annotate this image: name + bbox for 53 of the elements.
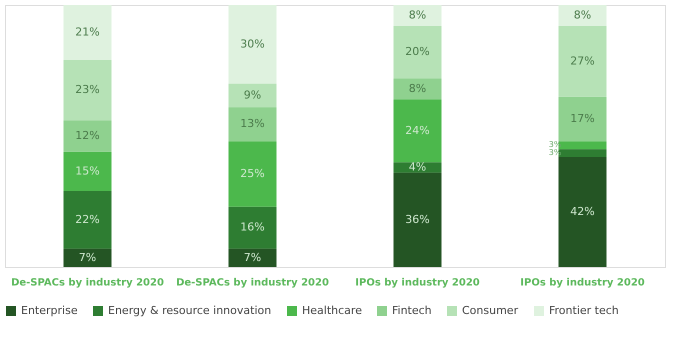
bar <box>228 141 276 207</box>
data-label: 8% <box>408 82 426 95</box>
data-label: 24% <box>405 124 430 137</box>
bar <box>394 26 442 78</box>
data-label: 21% <box>75 26 100 39</box>
legend-label: Fintech <box>392 304 432 317</box>
bar <box>64 120 112 152</box>
bar <box>64 5 112 60</box>
x-tick-label: IPOs by industry 2020 <box>520 278 645 288</box>
legend-label: Consumer <box>462 304 519 317</box>
x-tick-label: De-SPACs by industry 2020 <box>176 278 329 288</box>
data-label: 7% <box>78 250 96 264</box>
bar <box>558 5 606 26</box>
data-label: 15% <box>75 164 100 178</box>
bar <box>558 26 606 97</box>
data-label: 8% <box>408 8 426 22</box>
bar <box>394 172 442 267</box>
data-label: 13% <box>240 117 265 130</box>
data-label: 8% <box>574 8 592 22</box>
data-label: 16% <box>240 220 265 234</box>
bar <box>64 248 112 267</box>
bar <box>228 107 276 142</box>
data-label: 22% <box>75 212 100 226</box>
legend-label: Energy & resource innovation <box>108 304 272 317</box>
data-label: 9% <box>244 88 262 102</box>
legend-label: Healthcare <box>302 304 362 317</box>
bar <box>394 5 442 26</box>
bar <box>394 99 442 162</box>
legend-label: Frontier tech <box>549 304 619 317</box>
bar <box>228 248 276 267</box>
x-tick-label: De-SPACs by industry 2020 <box>11 278 164 288</box>
data-label: 20% <box>405 45 430 58</box>
data-label: 7% <box>244 250 262 264</box>
bar <box>558 96 606 142</box>
x-tick-label: IPOs by industry 2020 <box>355 278 480 288</box>
data-label: 12% <box>75 129 100 142</box>
data-label: 25% <box>240 166 265 180</box>
bar <box>394 78 442 100</box>
data-label: 23% <box>75 83 100 96</box>
bar <box>228 206 276 249</box>
data-label: 30% <box>240 37 265 50</box>
data-label: 4% <box>408 160 426 174</box>
data-label: 27% <box>570 54 595 68</box>
data-label: 36% <box>405 212 430 226</box>
bar <box>64 191 112 249</box>
bar <box>558 156 606 267</box>
bar <box>228 84 276 108</box>
bar <box>64 60 112 120</box>
data-label: 17% <box>570 112 595 125</box>
bar <box>228 5 276 84</box>
bar <box>64 152 112 192</box>
legend-label: Enterprise <box>21 304 78 317</box>
data-label: 42% <box>570 204 595 218</box>
